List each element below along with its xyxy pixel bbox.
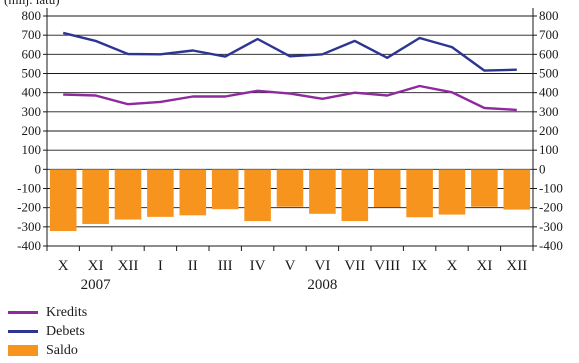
x-tick-label: VII — [344, 258, 365, 274]
y-tick-label-left: -100 — [17, 181, 41, 196]
saldo-bar — [438, 169, 466, 215]
x-tick-label: V — [285, 258, 296, 274]
unit-label: (milj. latu) — [4, 0, 60, 8]
saldo-bar — [49, 169, 77, 232]
y-tick-label-right: 0 — [539, 161, 546, 176]
saldo-bar — [244, 169, 271, 222]
y-tick-label-left: 100 — [22, 142, 42, 157]
y-tick-label-right: -300 — [539, 219, 563, 234]
saldo-bar — [179, 169, 207, 216]
y-tick-label-right: 100 — [539, 142, 559, 157]
x-tick-label: IX — [412, 258, 428, 274]
saldo-bar — [406, 169, 433, 218]
y-tick-label-left: 800 — [22, 8, 42, 23]
debets-line — [62, 31, 517, 72]
saldo-bar — [82, 169, 109, 224]
x-tick-label: XII — [118, 258, 139, 274]
saldo-bar — [373, 169, 401, 208]
legend-item-debets: Debets — [8, 322, 87, 341]
y-tick-label-right: 300 — [539, 104, 559, 119]
y-tick-label-left: -300 — [17, 219, 41, 234]
y-tick-label-right: 500 — [539, 66, 559, 81]
legend-label-debets: Debets — [46, 323, 85, 339]
y-tick-label-left: -400 — [17, 238, 41, 253]
y-tick-label-left: 400 — [22, 85, 42, 100]
x-tick-label: VIII — [374, 258, 400, 274]
y-tick-label-right: 200 — [539, 123, 559, 138]
x-tick-label: VI — [314, 258, 330, 274]
saldo-bar — [276, 169, 304, 207]
legend-item-saldo: Saldo — [8, 341, 87, 360]
y-tick-label-right: 600 — [539, 46, 559, 61]
legend-label-kredits: Kredits — [46, 304, 88, 320]
y-axis-left: -400 -300 -200 -100 0 100 200 300 400 500 600 700 80… — [17, 8, 41, 253]
trade-chart: -400 -300 -200 -100 0 100 200 300 400 500 600 700 80… — [17, 8, 563, 293]
x-tick-label: I — [158, 258, 163, 274]
y-tick-label-left: 200 — [22, 123, 42, 138]
y-tick-label-right: 800 — [539, 8, 559, 23]
x-tick-label: XI — [88, 258, 104, 274]
x-tick-label: II — [188, 258, 198, 274]
series-lines — [62, 31, 517, 112]
x-tick-label: XII — [506, 258, 527, 274]
y-tick-label-left: 700 — [22, 27, 42, 42]
legend: Kredits Debets Saldo — [8, 303, 87, 360]
saldo-bar — [114, 169, 142, 220]
y-tick-label-right: -400 — [539, 238, 563, 253]
year-label: 2008 — [307, 277, 337, 293]
x-tick-label: X — [58, 258, 69, 274]
saldo-bar — [471, 169, 498, 207]
y-axis-right: -400 -300 -200 -100 0 100 200 300 400 500 600 700 80… — [539, 8, 563, 253]
saldo-bar — [341, 169, 369, 222]
y-tick-label-left: 500 — [22, 66, 42, 81]
year-label: 2007 — [81, 277, 112, 293]
saldo-bar — [309, 169, 336, 214]
kredits-swatch — [8, 311, 38, 314]
y-tick-label-right: -100 — [539, 181, 563, 196]
y-tick-label-right: 700 — [539, 27, 559, 42]
y-tick-label-left: 300 — [22, 104, 42, 119]
y-tick-label-left: 600 — [22, 46, 42, 61]
saldo-bar — [211, 169, 239, 210]
saldo-bar — [147, 169, 174, 217]
saldo-bars — [49, 169, 531, 232]
x-tick-label: X — [447, 258, 458, 274]
debets-swatch — [8, 330, 38, 333]
x-tick-label: XI — [476, 258, 492, 274]
y-tick-label-left: 0 — [35, 161, 42, 176]
saldo-bar — [503, 169, 531, 210]
axes — [43, 8, 537, 247]
y-tick-label-right: 400 — [539, 85, 559, 100]
legend-item-kredits: Kredits — [8, 303, 87, 322]
saldo-swatch — [8, 345, 38, 356]
x-tick-label: III — [218, 258, 233, 274]
x-tick-label: IV — [250, 258, 266, 274]
y-tick-label-right: -200 — [539, 200, 563, 215]
kredits-line — [63, 84, 517, 112]
legend-label-saldo: Saldo — [46, 342, 78, 358]
y-tick-label-left: -200 — [17, 200, 41, 215]
